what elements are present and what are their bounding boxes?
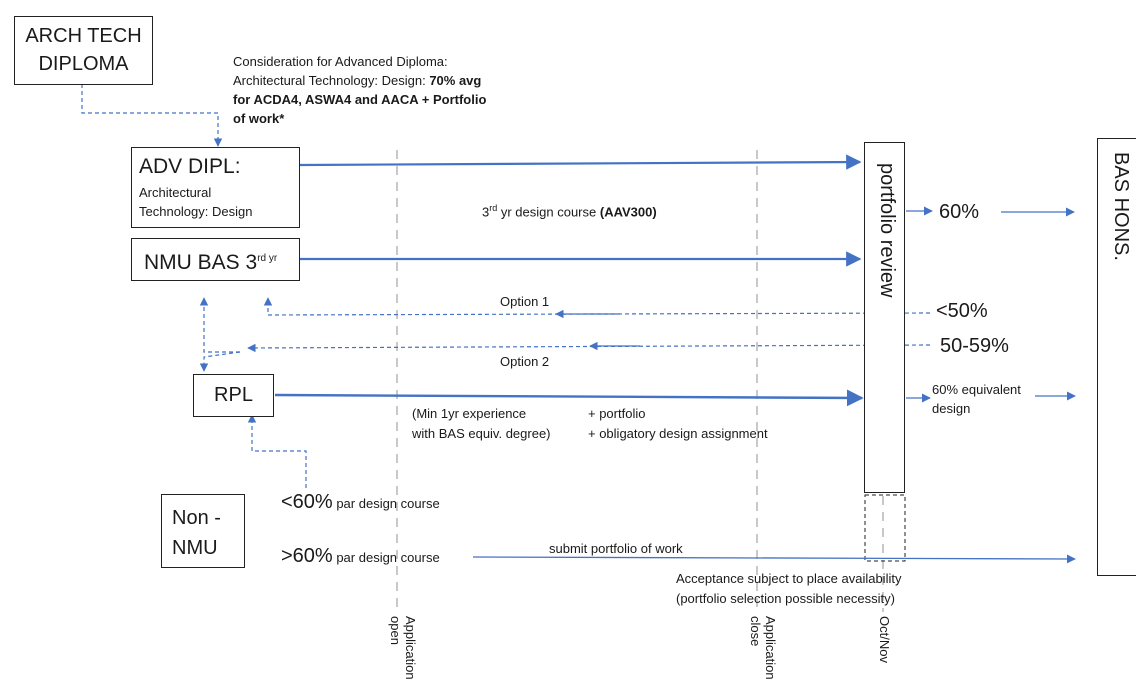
rpl-req-right-1: + portfolio	[588, 406, 646, 421]
rpl-label: RPL	[214, 384, 253, 406]
lt60-label: <60% par design course	[281, 491, 440, 514]
outcome-60: 60%	[939, 201, 980, 223]
submit-portfolio-label: submit portfolio of work	[549, 541, 683, 556]
portfolio-review-label: portfolio review	[876, 163, 898, 298]
acceptance-line1: Acceptance subject to place availability	[676, 571, 902, 586]
arrow-adv-to-review	[299, 154, 862, 170]
arch-tech-diploma-line2: DIPLOMA	[38, 53, 129, 75]
non-nmu-line1: Non -	[172, 507, 221, 529]
adv-dipl-line1: Architectural	[139, 185, 212, 200]
outcome-below-50: <50%	[936, 300, 988, 322]
consideration-line3: for ACDA4, ASWA4 and AACA + Portfolio	[233, 92, 487, 107]
bas-hons-box: BAS HONS.	[1097, 138, 1136, 576]
consideration-line4: of work*	[233, 111, 285, 126]
arch-tech-diploma-box: ARCH TECH DIPLOMA	[14, 16, 153, 85]
outcome-50-59: 50-59%	[940, 335, 1009, 357]
application-open-line1: Application	[403, 616, 418, 680]
portfolio-review-box: portfolio review	[864, 142, 905, 493]
outcome-60-equivalent-line1: 60% equivalent	[932, 382, 1021, 397]
nmu-bas-box: NMU BAS 3rd yr	[131, 238, 300, 281]
acceptance-line2: (portfolio selection possible necessity)	[676, 591, 895, 606]
consideration-line2-bold: 70% avg	[429, 73, 482, 88]
acceptance-note: Acceptance subject to place availability…	[676, 569, 901, 609]
application-open-line2: open	[388, 616, 403, 645]
consideration-line1: Consideration for Advanced Diploma:	[233, 54, 448, 69]
rpl-requirements-right: + portfolio + obligatory design assignme…	[588, 404, 768, 444]
bas-hons-label: BAS HONS.	[1110, 152, 1132, 261]
adv-dipl-box: ADV DIPL: Architectural Technology: Desi…	[131, 147, 300, 228]
portfolio-dashed-box	[864, 494, 906, 562]
option2-label: Option 2	[500, 354, 550, 369]
adv-dipl-line2: Technology: Design	[139, 204, 253, 219]
consideration-line2-plain: Architectural Technology: Design:	[233, 73, 430, 88]
gt60-small: par design course	[332, 550, 440, 565]
application-close-line1: Application	[763, 616, 778, 680]
arrow-gt60-to-hons	[472, 554, 1076, 564]
arch-tech-diploma-line1: ARCH TECH	[25, 25, 142, 47]
arrow-lt60-to-rpl	[247, 414, 307, 488]
non-nmu-line2: NMU	[172, 537, 218, 559]
design-course-prefix: 3	[482, 204, 490, 220]
arrow-rpl-to-review	[274, 389, 864, 407]
rpl-requirements-left: (Min 1yr experience with BAS equiv. degr…	[412, 404, 551, 444]
arrow-option1	[263, 297, 931, 316]
rpl-req-left-2: with BAS equiv. degree)	[412, 426, 551, 441]
oct-nov-label: Oct/Nov	[877, 616, 892, 663]
application-open-label: Application open	[388, 616, 418, 680]
arrow-option2	[247, 343, 931, 353]
non-nmu-box: Non - NMU	[161, 494, 245, 568]
rpl-req-left-1: (Min 1yr experience	[412, 406, 527, 421]
application-close-label: Application close	[748, 616, 778, 680]
design-course-label: 3rd yr design course (AAV300)	[482, 203, 657, 219]
gt60-big: >60%	[281, 545, 333, 567]
design-course-code: (AAV300)	[599, 204, 657, 220]
adv-dipl-title: ADV DIPL:	[139, 155, 241, 178]
arrow-junction-to-rpl	[199, 351, 241, 372]
arrow-junction-to-adv	[199, 297, 240, 353]
arrow-diploma-to-adv	[81, 84, 223, 147]
rpl-box: RPL	[193, 374, 274, 417]
option1-label: Option 1	[500, 294, 550, 309]
gt60-label: >60% par design course	[281, 545, 440, 568]
rpl-req-right-2: + obligatory design assignment	[588, 426, 768, 441]
outcome-60-equivalent-line2: design	[932, 401, 971, 416]
nmu-bas-sup: rd yr	[257, 253, 278, 264]
lt60-small: par design course	[332, 496, 440, 511]
consideration-line2: Architectural Technology: Design: 70% av…	[233, 71, 486, 90]
application-close-line2: close	[748, 616, 763, 647]
lt60-big: <60%	[281, 491, 333, 513]
design-course-text: yr design course	[497, 204, 600, 220]
design-course-sup: rd	[489, 203, 498, 213]
consideration-note: Consideration for Advanced Diploma: Arch…	[233, 52, 486, 128]
outcome-60-equivalent: 60% equivalent design	[932, 380, 1021, 418]
nmu-bas-text: NMU BAS 3	[144, 251, 258, 274]
